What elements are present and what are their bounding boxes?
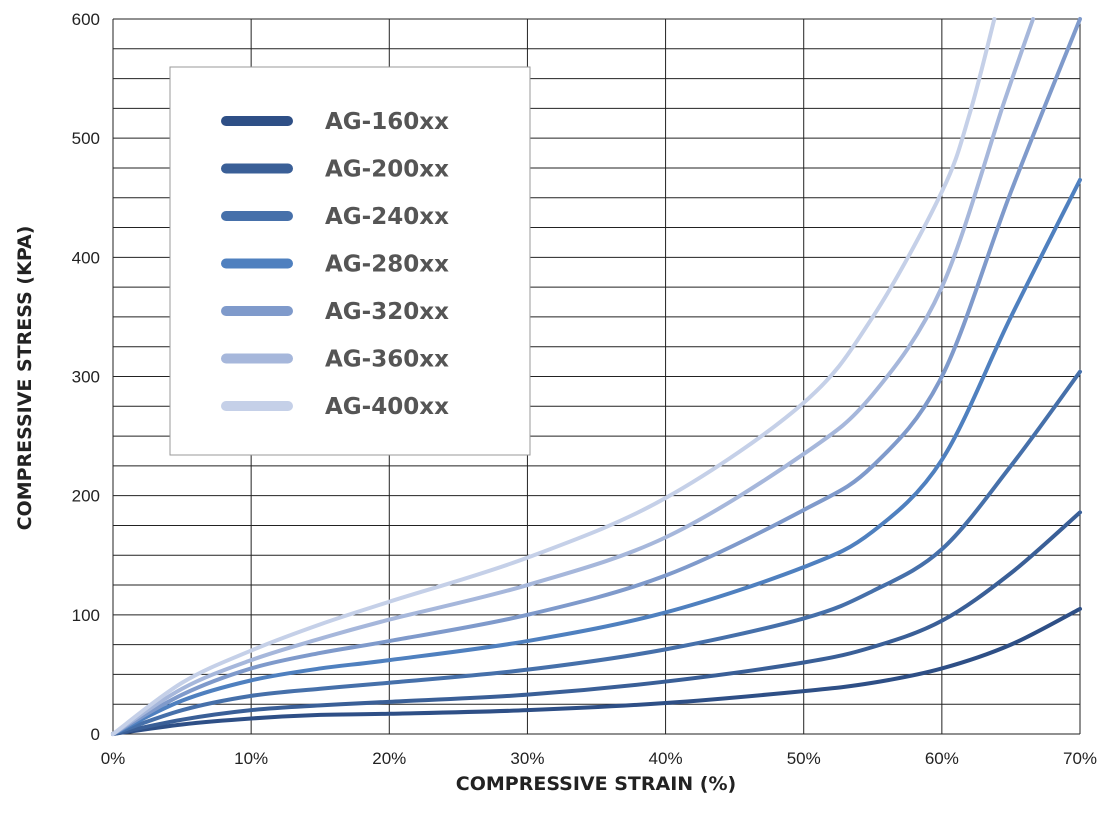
- series-line-ag-320xx: [111, 17, 1082, 736]
- y-tick-label: 200: [72, 487, 100, 506]
- x-tick-label: 0%: [101, 749, 126, 768]
- legend-label: AG-160xx: [325, 109, 449, 135]
- y-axis-title: COMPRESSIVE STRESS (KPA): [14, 226, 36, 531]
- x-tick-label: 10%: [234, 749, 268, 768]
- x-tick-label: 30%: [510, 749, 544, 768]
- legend-label: AG-360xx: [325, 347, 449, 373]
- y-tick-label: 600: [72, 10, 100, 29]
- legend-label: AG-280xx: [325, 252, 449, 278]
- y-tick-label: 100: [72, 606, 100, 625]
- legend-label: AG-200xx: [325, 157, 449, 183]
- series-line-ag-240xx: [111, 369, 1082, 736]
- x-tick-label: 20%: [372, 749, 406, 768]
- x-axis-title: COMPRESSIVE STRAIN (%): [456, 773, 736, 795]
- y-tick-label: 0: [91, 725, 100, 744]
- x-tick-label: 40%: [649, 749, 683, 768]
- legend-label: AG-400xx: [325, 394, 449, 420]
- x-tick-label: 60%: [925, 749, 959, 768]
- y-tick-label: 500: [72, 129, 100, 148]
- legend-label: AG-320xx: [325, 299, 449, 325]
- y-tick-label: 400: [72, 248, 100, 267]
- x-tick-label: 70%: [1063, 749, 1097, 768]
- series-line-ag-280xx: [111, 177, 1082, 736]
- x-tick-label: 50%: [787, 749, 821, 768]
- series-lines: [111, 17, 1082, 736]
- tick-labels: 0% 10% 20% 30% 40% 50% 60% 70% 0 100 200 300 400 500 6…: [72, 10, 1097, 768]
- y-tick-label: 300: [72, 368, 100, 387]
- legend: AG-160xx AG-200xx AG-240xx AG-280xx AG-320xx…: [169, 66, 531, 456]
- series-line-ag-160xx: [111, 606, 1082, 736]
- series-line-ag-400xx: [111, 17, 997, 736]
- legend-label: AG-240xx: [325, 204, 449, 230]
- series-line-ag-200xx: [111, 510, 1082, 736]
- series-line-ag-360xx: [111, 17, 1036, 736]
- legend-items: AG-160xx AG-200xx AG-240xx AG-280xx AG-320xx…: [221, 109, 449, 420]
